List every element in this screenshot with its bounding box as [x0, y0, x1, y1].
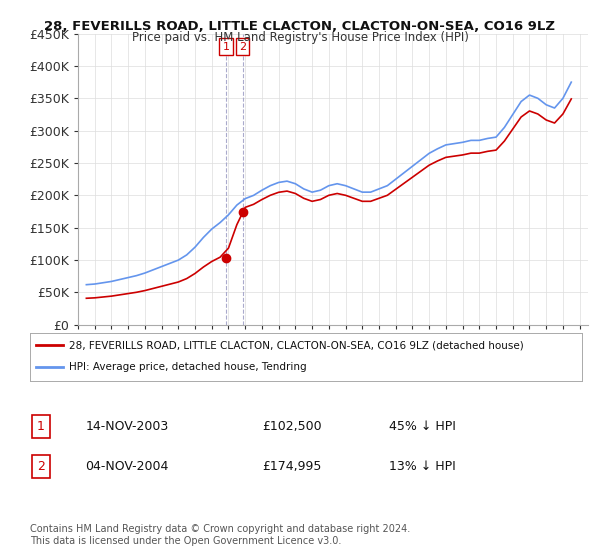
Text: 2: 2: [239, 41, 246, 52]
Text: 13% ↓ HPI: 13% ↓ HPI: [389, 460, 455, 473]
Text: Price paid vs. HM Land Registry's House Price Index (HPI): Price paid vs. HM Land Registry's House …: [131, 31, 469, 44]
Text: 14-NOV-2003: 14-NOV-2003: [85, 420, 169, 433]
Text: 1: 1: [37, 420, 45, 433]
Text: 04-NOV-2004: 04-NOV-2004: [85, 460, 169, 473]
Text: 28, FEVERILLS ROAD, LITTLE CLACTON, CLACTON-ON-SEA, CO16 9LZ (detached house): 28, FEVERILLS ROAD, LITTLE CLACTON, CLAC…: [68, 340, 523, 350]
Text: HPI: Average price, detached house, Tendring: HPI: Average price, detached house, Tend…: [68, 362, 306, 372]
Text: Contains HM Land Registry data © Crown copyright and database right 2024.
This d: Contains HM Land Registry data © Crown c…: [30, 524, 410, 546]
Text: 2: 2: [37, 460, 45, 473]
Text: 28, FEVERILLS ROAD, LITTLE CLACTON, CLACTON-ON-SEA, CO16 9LZ: 28, FEVERILLS ROAD, LITTLE CLACTON, CLAC…: [44, 20, 556, 32]
Text: 1: 1: [223, 41, 230, 52]
Text: £102,500: £102,500: [262, 420, 322, 433]
Text: £174,995: £174,995: [262, 460, 321, 473]
Text: 45% ↓ HPI: 45% ↓ HPI: [389, 420, 455, 433]
